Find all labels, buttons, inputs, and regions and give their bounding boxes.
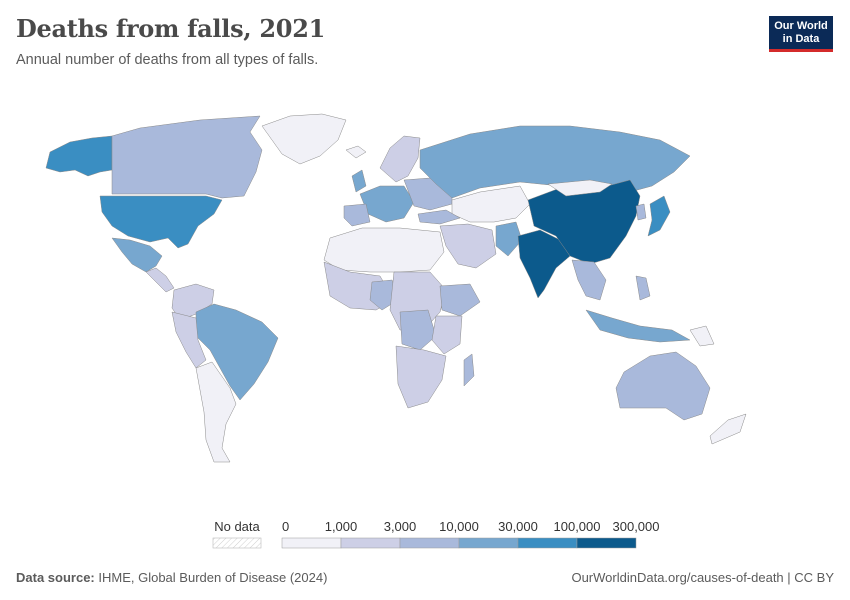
new-zealand-region[interactable] xyxy=(709,413,747,445)
legend-tick-label-2: 3,000 xyxy=(384,519,417,534)
legend-bin-0[interactable] xyxy=(281,537,342,549)
iberia-region[interactable] xyxy=(343,203,371,227)
legend-bin-3[interactable] xyxy=(458,537,519,549)
india-region[interactable] xyxy=(517,229,571,299)
russia-region[interactable] xyxy=(419,125,691,199)
legend-bin-4[interactable] xyxy=(517,537,578,549)
mexico-region[interactable] xyxy=(111,237,163,273)
east-africa-region[interactable] xyxy=(431,315,463,355)
brazil-region[interactable] xyxy=(195,303,279,401)
chart-title: Deaths from falls, 2021 xyxy=(16,14,325,43)
no-data-label: No data xyxy=(214,519,260,534)
madagascar-region[interactable] xyxy=(463,353,475,387)
legend-bin-1[interactable] xyxy=(340,537,401,549)
data-source-label: Data source: xyxy=(16,570,95,585)
data-source: Data source: IHME, Global Burden of Dise… xyxy=(16,570,327,585)
australia-region[interactable] xyxy=(615,351,711,421)
iceland-region[interactable] xyxy=(345,145,367,159)
greenland-region[interactable] xyxy=(261,113,347,165)
legend-tick-label-0: 0 xyxy=(282,519,289,534)
southeast-asia-region[interactable] xyxy=(571,259,607,301)
andean-region[interactable] xyxy=(171,311,207,369)
legend-tick-label-1: 1,000 xyxy=(325,519,358,534)
legend-tick-label-4: 30,000 xyxy=(498,519,538,534)
source-url-link[interactable]: OurWorldinData.org/causes-of-death | CC … xyxy=(571,570,834,585)
canada-region[interactable] xyxy=(111,115,263,199)
legend-bin-2[interactable] xyxy=(399,537,460,549)
logo-line-2: in Data xyxy=(782,33,820,45)
owid-logo[interactable]: Our World in Data xyxy=(769,16,833,52)
legend-tick-label-5: 100,000 xyxy=(554,519,601,534)
alaska-region[interactable] xyxy=(45,135,113,177)
japan-region[interactable] xyxy=(647,195,671,237)
uk-region[interactable] xyxy=(351,169,367,193)
philippines-region[interactable] xyxy=(635,275,651,301)
indonesia-region[interactable] xyxy=(585,309,691,343)
papua-region[interactable] xyxy=(689,325,715,347)
no-data-swatch xyxy=(212,537,262,549)
western-europe-region[interactable] xyxy=(359,185,415,223)
southern-africa-region[interactable] xyxy=(395,345,447,409)
usa-region[interactable] xyxy=(99,195,223,249)
pakistan-region[interactable] xyxy=(495,221,523,257)
southern-cone-region[interactable] xyxy=(195,361,237,463)
turkey-region[interactable] xyxy=(417,209,461,225)
world-map[interactable] xyxy=(0,96,850,476)
ethiopia-region[interactable] xyxy=(439,283,481,317)
north-africa-region[interactable] xyxy=(323,227,445,273)
legend-tick-label-3: 10,000 xyxy=(439,519,479,534)
data-source-text: IHME, Global Burden of Disease (2024) xyxy=(98,570,328,585)
chart-subtitle: Annual number of deaths from all types o… xyxy=(16,52,319,68)
korea-region[interactable] xyxy=(635,203,647,221)
mongolia-region[interactable] xyxy=(547,179,613,197)
logo-line-1: Our World xyxy=(774,20,828,32)
legend-bin-5[interactable] xyxy=(576,537,637,549)
scandinavia-region[interactable] xyxy=(379,135,421,183)
central-america-region[interactable] xyxy=(145,267,175,293)
drc-region[interactable] xyxy=(399,309,437,351)
legend-tick-label-6: 300,000 xyxy=(613,519,660,534)
middle-east-region[interactable] xyxy=(439,223,497,269)
